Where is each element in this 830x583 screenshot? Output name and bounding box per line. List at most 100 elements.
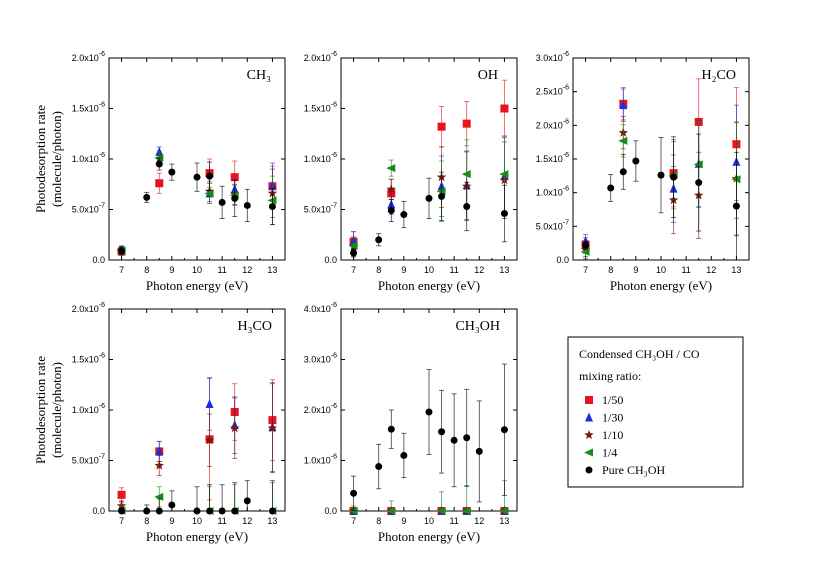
y-tick-base: 2.0x10 bbox=[72, 304, 99, 314]
y-tick-exponent: -6 bbox=[563, 118, 569, 125]
legend-label-r1_4: 1/4 bbox=[602, 446, 617, 460]
data-point bbox=[206, 507, 214, 515]
y-tick-base: 0.0 bbox=[324, 255, 337, 265]
x-tick-label: 8 bbox=[608, 265, 613, 275]
data-point bbox=[348, 241, 358, 250]
x-tick-label: 13 bbox=[267, 516, 277, 526]
y-tick-exponent: -6 bbox=[331, 152, 337, 159]
data-point bbox=[268, 202, 276, 210]
legend-marker-r1_4 bbox=[584, 448, 593, 457]
data-point bbox=[387, 425, 395, 433]
y-tick-base: 5.0x10 bbox=[536, 221, 563, 231]
data-point bbox=[206, 172, 214, 180]
y-tick-label: 2.0x10-6 bbox=[72, 302, 105, 314]
chart-ch3: 7 8 9 10 11 12 130.05.0x10-71.0x10-61.5x10-62.… bbox=[33, 51, 286, 293]
y-tick-exponent: -6 bbox=[563, 51, 569, 58]
x-tick-label: 11 bbox=[449, 516, 458, 526]
x-tick-label: 10 bbox=[424, 265, 434, 275]
legend-title: Condensed CH₃OH / CO bbox=[579, 347, 700, 361]
y-tick-exponent: -6 bbox=[331, 454, 337, 461]
data-point bbox=[350, 489, 358, 497]
y-tick-label: 0.0 bbox=[92, 506, 105, 516]
x-axis-label: Photon energy (eV) bbox=[610, 278, 712, 293]
y-tick-base: 2.5x10 bbox=[536, 87, 563, 97]
y-tick-base: 2.0x10 bbox=[304, 53, 331, 63]
y-tick-label: 1.5x10-6 bbox=[536, 152, 569, 164]
data-point bbox=[205, 398, 214, 408]
data-point bbox=[462, 119, 471, 128]
data-point bbox=[218, 507, 226, 515]
y-tick-label: 2.0x10-6 bbox=[536, 118, 569, 130]
x-tick-label: 7 bbox=[583, 265, 588, 275]
y-tick-base: 1.0x10 bbox=[304, 154, 331, 164]
x-axis-label: Photon energy (eV) bbox=[378, 278, 480, 293]
y-tick-label: 0.0 bbox=[556, 255, 569, 265]
data-point bbox=[400, 451, 408, 459]
y-tick-label: 1.0x10-6 bbox=[304, 152, 337, 164]
data-point bbox=[670, 173, 678, 181]
y-tick-base: 5.0x10 bbox=[72, 205, 99, 215]
y-tick-exponent: -6 bbox=[563, 85, 569, 92]
y-tick-exponent: -6 bbox=[331, 353, 337, 360]
y-axis-label-units: (molecule/photon) bbox=[49, 111, 64, 207]
y-tick-label: 2.0x10-6 bbox=[304, 51, 337, 63]
data-point bbox=[231, 194, 239, 202]
y-tick-exponent: -7 bbox=[563, 219, 569, 226]
x-tick-label: 11 bbox=[449, 265, 458, 275]
legend-marker-pure bbox=[585, 466, 593, 474]
y-tick-label: 0.0 bbox=[324, 255, 337, 265]
data-point bbox=[168, 501, 176, 509]
y-tick-exponent: -6 bbox=[563, 152, 569, 159]
data-point bbox=[143, 507, 151, 515]
y-tick-base: 1.5x10 bbox=[72, 355, 99, 365]
data-point bbox=[155, 446, 164, 456]
y-tick-base: 0.0 bbox=[92, 506, 105, 516]
x-tick-label: 11 bbox=[217, 516, 226, 526]
y-tick-base: 3.0x10 bbox=[536, 53, 563, 63]
legend-frame bbox=[567, 336, 744, 488]
data-point bbox=[695, 179, 703, 187]
y-tick-base: 2.0x10 bbox=[72, 53, 99, 63]
data-point bbox=[267, 423, 278, 433]
y-tick-exponent: -6 bbox=[331, 102, 337, 109]
y-tick-label: 1.0x10-6 bbox=[304, 454, 337, 466]
legend: Condensed CH₃OH / CO mixing ratio: 1/50 1/3… bbox=[567, 336, 744, 488]
chart-title: CH₃ bbox=[247, 68, 271, 83]
x-tick-label: 9 bbox=[401, 516, 406, 526]
y-tick-label: 2.5x10-6 bbox=[536, 85, 569, 97]
x-tick-label: 12 bbox=[474, 265, 484, 275]
y-axis-label: Photodesorption rate bbox=[33, 356, 48, 464]
data-point bbox=[657, 171, 665, 179]
data-point bbox=[400, 211, 408, 219]
chart-title: H₂CO bbox=[702, 68, 736, 83]
x-tick-label: 13 bbox=[267, 265, 277, 275]
x-tick-label: 8 bbox=[376, 516, 381, 526]
data-point bbox=[607, 184, 615, 192]
data-point bbox=[437, 122, 446, 131]
data-point bbox=[499, 507, 509, 515]
plot-frame bbox=[108, 57, 286, 261]
series-r1_10 bbox=[116, 383, 278, 512]
y-tick-base: 5.0x10 bbox=[72, 456, 99, 466]
chart-title: CH₃OH bbox=[455, 319, 500, 334]
x-tick-label: 10 bbox=[656, 265, 666, 275]
data-point bbox=[582, 241, 590, 249]
x-tick-label: 12 bbox=[706, 265, 716, 275]
x-tick-label: 13 bbox=[731, 265, 741, 275]
x-axis-label: Photon energy (eV) bbox=[378, 529, 480, 544]
y-tick-exponent: -6 bbox=[99, 403, 105, 410]
series-pure bbox=[118, 480, 276, 515]
y-tick-base: 0.0 bbox=[556, 255, 569, 265]
x-tick-label: 7 bbox=[119, 516, 124, 526]
legend-label-r1_50: 1/50 bbox=[602, 393, 623, 407]
y-tick-base: 2.0x10 bbox=[536, 120, 563, 130]
y-tick-base: 1.0x10 bbox=[72, 405, 99, 415]
data-point bbox=[155, 507, 163, 515]
series-pure bbox=[350, 171, 508, 258]
data-point bbox=[463, 434, 471, 442]
x-tick-label: 10 bbox=[192, 265, 202, 275]
data-point bbox=[117, 490, 126, 499]
x-tick-label: 10 bbox=[192, 516, 202, 526]
data-point bbox=[438, 428, 446, 436]
data-point bbox=[732, 202, 740, 210]
